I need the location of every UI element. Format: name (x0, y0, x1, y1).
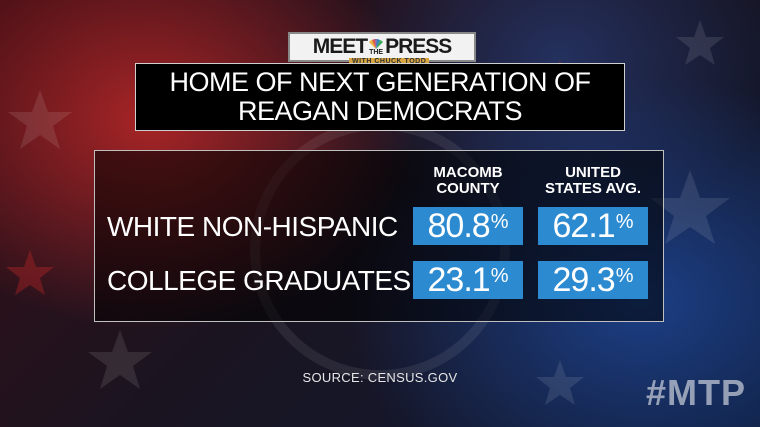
column-header-macomb: MACOMB COUNTY (433, 164, 503, 197)
cell-us-white: 62.1% (538, 207, 648, 245)
peacock-icon (369, 38, 384, 49)
logo-press: PRESS (385, 35, 452, 58)
title-line-1: HOME OF NEXT GENERATION OF (169, 67, 591, 97)
cell-us-college: 29.3% (538, 261, 648, 299)
row-label-white-non-hispanic: WHITE NON-HISPANIC (107, 211, 398, 242)
cell-macomb-white: 80.8% (413, 207, 523, 245)
title-line-2: REAGAN DEMOCRATS (237, 96, 523, 126)
meet-the-press-logo: MEET THE PRESS (288, 32, 476, 62)
logo-meet: MEET (312, 35, 368, 58)
logo-subtitle: WITH CHUCK TODD (349, 58, 430, 65)
hashtag: #MTP (645, 372, 746, 413)
source-note: SOURCE: CENSUS.GOV (302, 370, 458, 385)
logo-the: THE (369, 48, 384, 56)
stats-table: MACOMB COUNTY UNITED STATES AVG. WHITE N… (94, 150, 664, 322)
page-title: HOME OF NEXT GENERATION OF REAGAN DEMOCR… (169, 67, 591, 126)
cell-macomb-college: 23.1% (413, 261, 523, 299)
title-box: HOME OF NEXT GENERATION OF REAGAN DEMOCR… (135, 63, 625, 131)
column-header-us-avg: UNITED STATES AVG. (544, 164, 642, 197)
row-label-college-graduates: COLLEGE GRADUATES (107, 265, 411, 296)
